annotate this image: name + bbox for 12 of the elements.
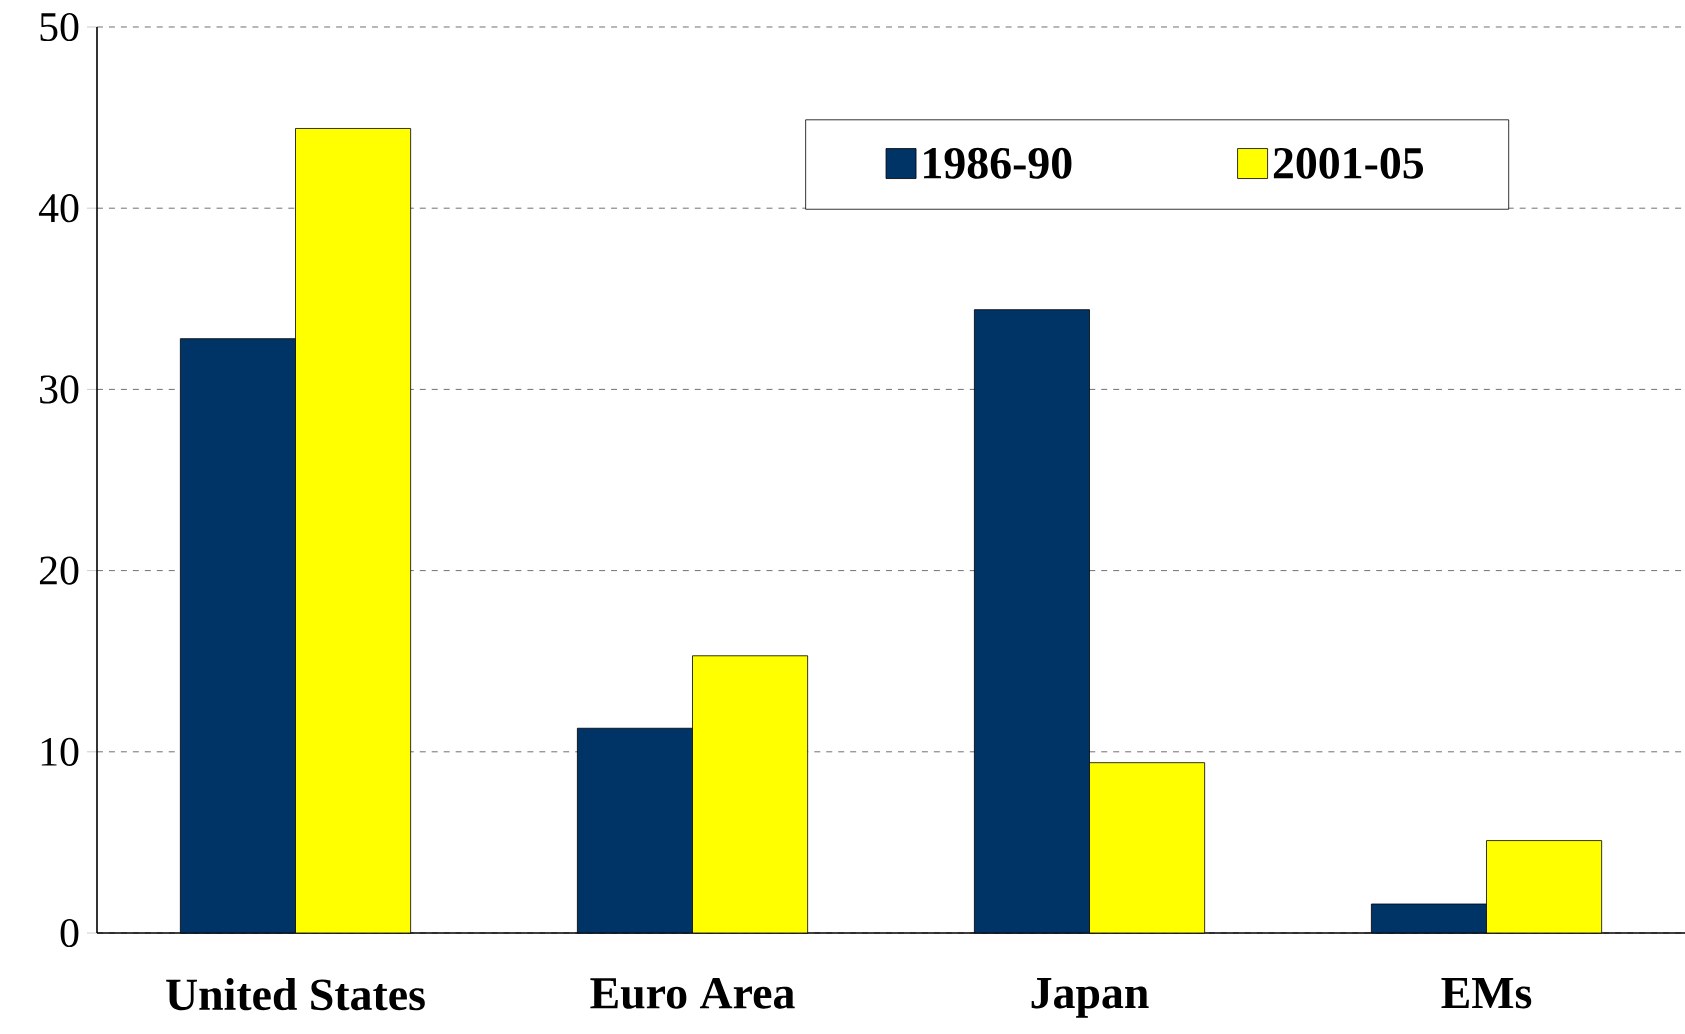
- legend-label: 1986-90: [924, 147, 1072, 179]
- x-tick-label: Japan: [1031, 978, 1149, 1018]
- y-tick-label: 40: [38, 194, 79, 223]
- x-tick-label: EMs: [1441, 978, 1532, 1009]
- y-tick-label: 10: [41, 737, 79, 766]
- y-tick-label: 50: [40, 12, 79, 42]
- legend-label: 2001-05: [1273, 147, 1424, 179]
- x-tick-label: Euro Area: [590, 978, 795, 1009]
- y-tick-label: 0: [60, 918, 79, 948]
- y-tick-label: 20: [39, 556, 79, 585]
- x-tick-label: United States: [166, 978, 425, 1011]
- y-tick-label: 30: [40, 375, 79, 404]
